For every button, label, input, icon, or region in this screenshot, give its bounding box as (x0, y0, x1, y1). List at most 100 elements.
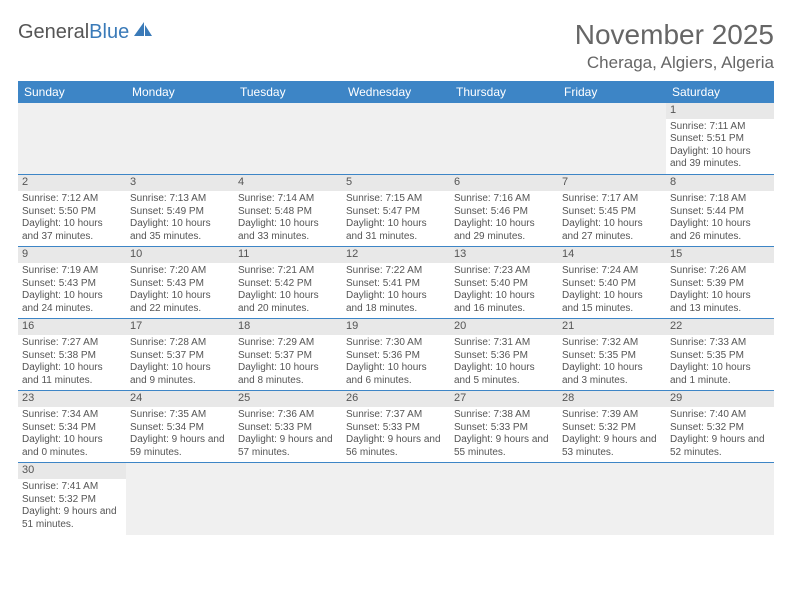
empty-cell (126, 103, 234, 175)
day-number: 18 (234, 319, 342, 335)
day-cell: 25Sunrise: 7:36 AMSunset: 5:33 PMDayligh… (234, 391, 342, 463)
logo-text-general: General (18, 21, 89, 44)
daylight-text: Daylight: 10 hours and 24 minutes. (22, 290, 122, 315)
sunrise-text: Sunrise: 7:29 AM (238, 337, 338, 350)
day-header-tuesday: Tuesday (234, 81, 342, 103)
daylight-text: Daylight: 10 hours and 6 minutes. (346, 362, 446, 387)
sunset-text: Sunset: 5:49 PM (130, 206, 230, 219)
sunrise-text: Sunrise: 7:13 AM (130, 193, 230, 206)
sunrise-text: Sunrise: 7:24 AM (562, 265, 662, 278)
daylight-text: Daylight: 10 hours and 33 minutes. (238, 218, 338, 243)
day-cell: 3Sunrise: 7:13 AMSunset: 5:49 PMDaylight… (126, 175, 234, 247)
day-number: 10 (126, 247, 234, 263)
daylight-text: Daylight: 9 hours and 53 minutes. (562, 434, 662, 459)
day-number: 27 (450, 391, 558, 407)
sunset-text: Sunset: 5:48 PM (238, 206, 338, 219)
day-cell: 30Sunrise: 7:41 AMSunset: 5:32 PMDayligh… (18, 463, 126, 535)
day-number: 5 (342, 175, 450, 191)
day-cell: 28Sunrise: 7:39 AMSunset: 5:32 PMDayligh… (558, 391, 666, 463)
sunset-text: Sunset: 5:43 PM (130, 278, 230, 291)
sunrise-text: Sunrise: 7:30 AM (346, 337, 446, 350)
sunrise-text: Sunrise: 7:26 AM (670, 265, 770, 278)
calendar-body: 1Sunrise: 7:11 AMSunset: 5:51 PMDaylight… (18, 103, 774, 535)
day-number: 4 (234, 175, 342, 191)
day-cell: 2Sunrise: 7:12 AMSunset: 5:50 PMDaylight… (18, 175, 126, 247)
sunset-text: Sunset: 5:36 PM (346, 350, 446, 363)
sunrise-text: Sunrise: 7:19 AM (22, 265, 122, 278)
day-number: 24 (126, 391, 234, 407)
day-cell: 19Sunrise: 7:30 AMSunset: 5:36 PMDayligh… (342, 319, 450, 391)
empty-cell (342, 103, 450, 175)
empty-cell (558, 103, 666, 175)
sunset-text: Sunset: 5:38 PM (22, 350, 122, 363)
sunset-text: Sunset: 5:33 PM (454, 422, 554, 435)
day-cell: 24Sunrise: 7:35 AMSunset: 5:34 PMDayligh… (126, 391, 234, 463)
sunset-text: Sunset: 5:39 PM (670, 278, 770, 291)
sunset-text: Sunset: 5:40 PM (454, 278, 554, 291)
empty-cell (18, 103, 126, 175)
sunset-text: Sunset: 5:37 PM (238, 350, 338, 363)
day-cell: 16Sunrise: 7:27 AMSunset: 5:38 PMDayligh… (18, 319, 126, 391)
sunrise-text: Sunrise: 7:32 AM (562, 337, 662, 350)
day-number: 30 (18, 463, 126, 479)
day-cell: 26Sunrise: 7:37 AMSunset: 5:33 PMDayligh… (342, 391, 450, 463)
day-cell: 23Sunrise: 7:34 AMSunset: 5:34 PMDayligh… (18, 391, 126, 463)
daylight-text: Daylight: 10 hours and 27 minutes. (562, 218, 662, 243)
week-row: 16Sunrise: 7:27 AMSunset: 5:38 PMDayligh… (18, 319, 774, 391)
month-title: November 2025 (575, 20, 774, 51)
empty-cell (234, 103, 342, 175)
sunset-text: Sunset: 5:44 PM (670, 206, 770, 219)
sunrise-text: Sunrise: 7:35 AM (130, 409, 230, 422)
daylight-text: Daylight: 10 hours and 3 minutes. (562, 362, 662, 387)
daylight-text: Daylight: 10 hours and 1 minute. (670, 362, 770, 387)
day-header-saturday: Saturday (666, 81, 774, 103)
daylight-text: Daylight: 10 hours and 5 minutes. (454, 362, 554, 387)
title-block: November 2025 Cheraga, Algiers, Algeria (575, 20, 774, 73)
daylight-text: Daylight: 9 hours and 56 minutes. (346, 434, 446, 459)
sunset-text: Sunset: 5:42 PM (238, 278, 338, 291)
day-number: 12 (342, 247, 450, 263)
sunset-text: Sunset: 5:50 PM (22, 206, 122, 219)
sunrise-text: Sunrise: 7:40 AM (670, 409, 770, 422)
day-number: 28 (558, 391, 666, 407)
day-cell: 8Sunrise: 7:18 AMSunset: 5:44 PMDaylight… (666, 175, 774, 247)
sunrise-text: Sunrise: 7:36 AM (238, 409, 338, 422)
sunrise-text: Sunrise: 7:34 AM (22, 409, 122, 422)
sunrise-text: Sunrise: 7:37 AM (346, 409, 446, 422)
day-number: 29 (666, 391, 774, 407)
sunrise-text: Sunrise: 7:14 AM (238, 193, 338, 206)
day-cell: 10Sunrise: 7:20 AMSunset: 5:43 PMDayligh… (126, 247, 234, 319)
sunrise-text: Sunrise: 7:11 AM (670, 121, 770, 134)
daylight-text: Daylight: 10 hours and 11 minutes. (22, 362, 122, 387)
day-number: 8 (666, 175, 774, 191)
week-row: 1Sunrise: 7:11 AMSunset: 5:51 PMDaylight… (18, 103, 774, 175)
day-number: 20 (450, 319, 558, 335)
daylight-text: Daylight: 10 hours and 22 minutes. (130, 290, 230, 315)
day-cell: 13Sunrise: 7:23 AMSunset: 5:40 PMDayligh… (450, 247, 558, 319)
calendar-table: SundayMondayTuesdayWednesdayThursdayFrid… (18, 81, 774, 535)
day-number: 25 (234, 391, 342, 407)
location: Cheraga, Algiers, Algeria (575, 53, 774, 73)
daylight-text: Daylight: 10 hours and 39 minutes. (670, 146, 770, 171)
day-cell: 5Sunrise: 7:15 AMSunset: 5:47 PMDaylight… (342, 175, 450, 247)
daylight-text: Daylight: 10 hours and 0 minutes. (22, 434, 122, 459)
day-header-sunday: Sunday (18, 81, 126, 103)
day-header-wednesday: Wednesday (342, 81, 450, 103)
sunset-text: Sunset: 5:47 PM (346, 206, 446, 219)
sunrise-text: Sunrise: 7:16 AM (454, 193, 554, 206)
daylight-text: Daylight: 10 hours and 13 minutes. (670, 290, 770, 315)
day-cell: 18Sunrise: 7:29 AMSunset: 5:37 PMDayligh… (234, 319, 342, 391)
week-row: 23Sunrise: 7:34 AMSunset: 5:34 PMDayligh… (18, 391, 774, 463)
day-number: 11 (234, 247, 342, 263)
daylight-text: Daylight: 10 hours and 15 minutes. (562, 290, 662, 315)
sunset-text: Sunset: 5:37 PM (130, 350, 230, 363)
day-cell: 6Sunrise: 7:16 AMSunset: 5:46 PMDaylight… (450, 175, 558, 247)
header: GeneralBlue November 2025 Cheraga, Algie… (18, 20, 774, 73)
sail-icon (132, 20, 154, 44)
daylight-text: Daylight: 10 hours and 31 minutes. (346, 218, 446, 243)
sunrise-text: Sunrise: 7:28 AM (130, 337, 230, 350)
day-number: 2 (18, 175, 126, 191)
sunrise-text: Sunrise: 7:31 AM (454, 337, 554, 350)
day-number: 26 (342, 391, 450, 407)
sunset-text: Sunset: 5:32 PM (670, 422, 770, 435)
